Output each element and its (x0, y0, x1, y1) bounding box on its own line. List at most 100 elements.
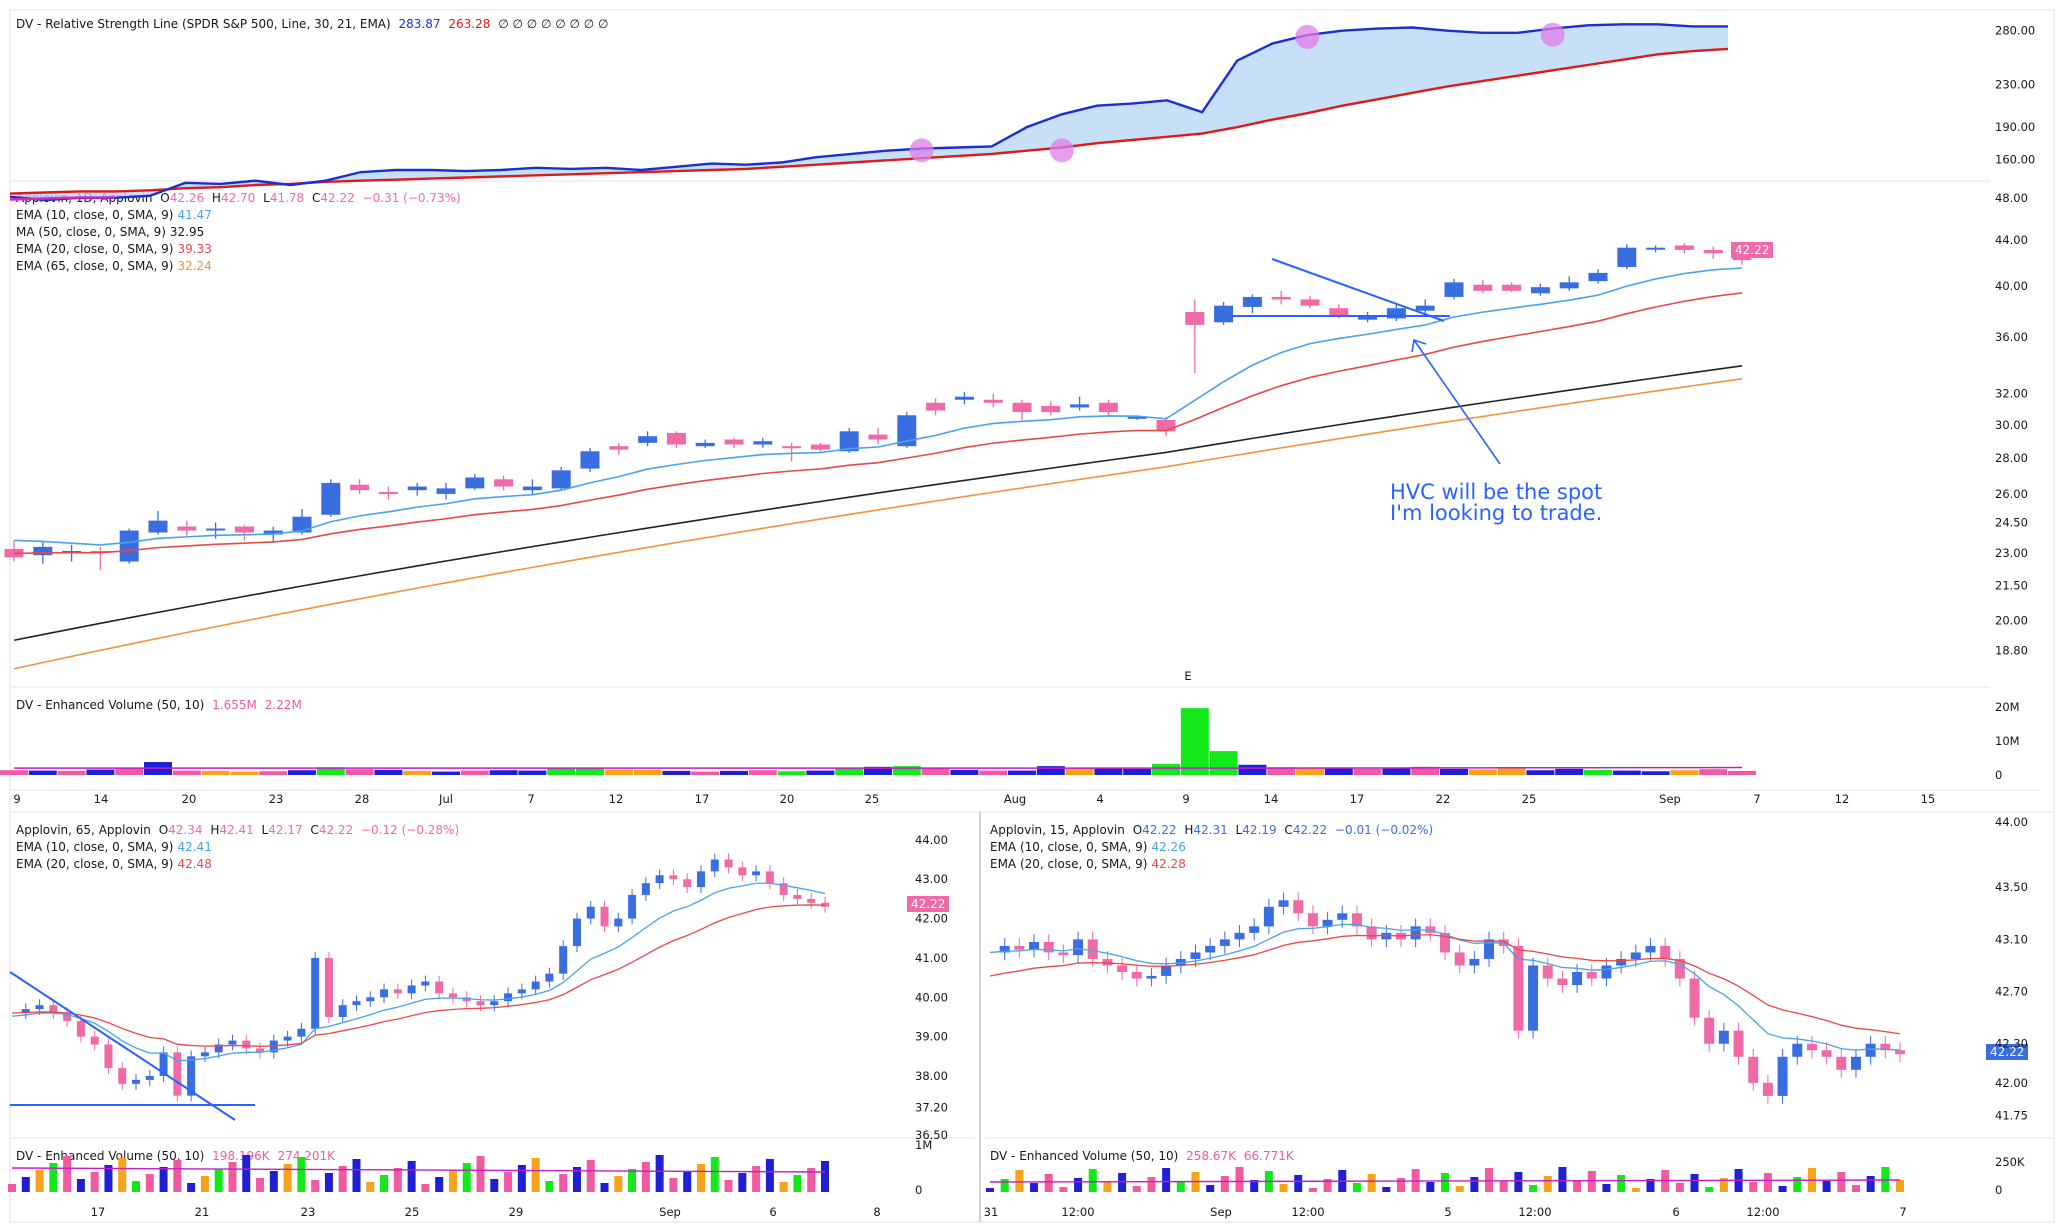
p65-candle-body (476, 1001, 485, 1006)
daily-candle-body (609, 446, 629, 450)
p15-volume-bar (1367, 1174, 1376, 1192)
p15-candle-body (1131, 972, 1142, 979)
p65-candle-body (324, 957, 333, 1017)
date-axis-label: 7 (1753, 792, 1760, 806)
annotation-text: HVC will be the spot I'm looking to trad… (1390, 482, 1602, 524)
p65-volume-bar (297, 1157, 306, 1192)
volume-bar (1065, 767, 1094, 775)
volume-bar (230, 771, 259, 775)
p15-volume-bar (1470, 1177, 1479, 1192)
p65-volume-bar (586, 1160, 595, 1192)
p65-volume-bar (545, 1181, 554, 1192)
p65-tick-label: 36.50 (915, 1128, 948, 1142)
daily-candle-body (1674, 245, 1694, 250)
daily-tick-label: 32.00 (1995, 387, 2028, 401)
p65-candle-body (49, 1005, 58, 1014)
volume-bar (748, 770, 777, 775)
rs-extra: ∅ ∅ ∅ ∅ ∅ ∅ ∅ ∅ (498, 17, 609, 31)
volume-bar (432, 771, 460, 775)
daily-candle-body (321, 482, 341, 515)
daily-candle-body (1300, 299, 1320, 306)
volume-bar (1353, 768, 1382, 775)
p65-volume-tick: 0 (915, 1183, 922, 1197)
p65-volume-bar (159, 1167, 168, 1192)
rs-weak-segment (9, 196, 116, 201)
p65-volume-bar (63, 1156, 72, 1192)
p65-volume-bar (352, 1159, 361, 1192)
p15-tick-label: 44.00 (1995, 815, 2028, 829)
main-legend: Applovin, 1D, Applovin O42.26 H42.70 L41… (16, 190, 461, 275)
p15-candle-body (1777, 1056, 1788, 1096)
p65-volume-bar (614, 1176, 623, 1192)
p15-candle-body (1513, 945, 1524, 1031)
p65-candle-body (269, 1040, 278, 1053)
p15-candle-body (1572, 972, 1583, 986)
volume-bar (835, 768, 864, 775)
p15-candle-body (1895, 1050, 1905, 1055)
open-value: 42.26 (169, 191, 205, 205)
p15-ema20-label: EMA (20, close, 0, SMA, 9) (990, 857, 1148, 871)
daily-candle-body (206, 528, 226, 531)
p15-volume-bar (1162, 1168, 1171, 1192)
p65-candle-body (90, 1036, 99, 1045)
p15-volume-bar (1059, 1187, 1068, 1192)
p15-candle-body (1307, 913, 1318, 927)
p65-volume-bar (311, 1180, 320, 1192)
p15-candle-body (1865, 1043, 1876, 1057)
p65-volume-bar (21, 1177, 30, 1192)
daily-candle-body (1530, 287, 1550, 294)
p15-candle-body (1484, 939, 1495, 959)
p65-volume-bar (324, 1173, 333, 1192)
p15-candle-body (1175, 958, 1186, 966)
daily-candle-body (954, 396, 974, 400)
p15-candle-body (1645, 945, 1656, 953)
chart-background (9, 9, 2055, 1223)
p65-volume-bar (641, 1162, 650, 1192)
volume-bar (374, 769, 403, 775)
p15-candle-body (1410, 926, 1421, 940)
p65-tick-label: 43.00 (915, 872, 948, 886)
daily-candle-body (1386, 308, 1406, 319)
p65-candle-body (35, 1005, 44, 1010)
daily-candle-body (810, 444, 830, 450)
p15-volume-v1: 258.67K (1186, 1149, 1237, 1163)
p15-volume-bar (1646, 1179, 1655, 1192)
daily-candle-body (234, 526, 254, 533)
p15-volume-bar (1176, 1181, 1185, 1192)
p65-volume-bar (448, 1170, 457, 1192)
p15-candle-body (1263, 906, 1274, 927)
p15-candle-body (1850, 1056, 1861, 1070)
date-axis-label: 9 (13, 792, 20, 806)
p65-candle-body (297, 1028, 306, 1037)
high-label: H (211, 191, 221, 205)
daily-candle-body (926, 402, 946, 411)
p65-title: Applovin, 65, Applovin (16, 823, 151, 837)
volume-bar (1152, 764, 1180, 775)
p15-candle-body (1073, 939, 1084, 956)
p15-candle-body (1454, 952, 1465, 966)
p15-volume-bar (1749, 1182, 1758, 1192)
p15-candle-body (1704, 1017, 1715, 1044)
volume-bar (489, 770, 518, 775)
date-axis-label: 17 (695, 792, 710, 806)
p65-volume-bar (421, 1184, 430, 1192)
p65-volume-bar (559, 1174, 568, 1192)
p65-low: 42.17 (268, 823, 303, 837)
p15-date-label: 7 (1899, 1205, 1906, 1219)
p15-volume-bar (1896, 1180, 1904, 1192)
volume-bar (57, 770, 86, 775)
volume-bar (604, 769, 633, 775)
volume-bar (172, 770, 201, 775)
p15-candle-body (1043, 942, 1054, 953)
p65-volume-bar (724, 1180, 733, 1192)
p65-candle-body (145, 1075, 154, 1080)
daily-candle-body (1127, 416, 1147, 419)
date-axis-label: 12 (609, 792, 624, 806)
p15-candle-body (1557, 978, 1568, 986)
daily-candle-body (1502, 284, 1522, 291)
volume-bar (1497, 768, 1526, 775)
p65-candle-body (104, 1044, 113, 1069)
daily-candle-body (1271, 296, 1291, 300)
p15-ema20-line (989, 934, 1901, 1035)
p65-volume-bar (696, 1164, 705, 1192)
